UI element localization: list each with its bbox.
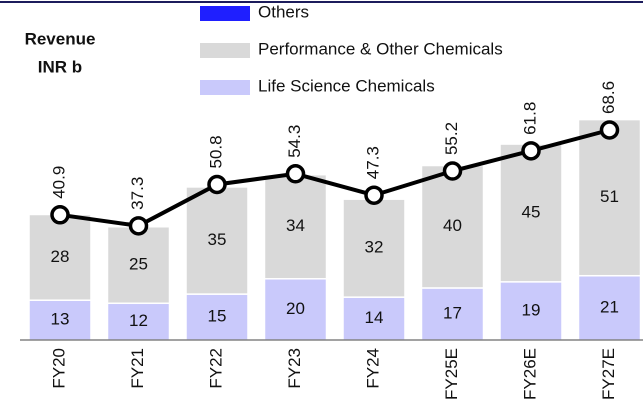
total-marker xyxy=(442,161,463,181)
label-line: INR b xyxy=(38,57,82,76)
total-label: 40.9 xyxy=(49,166,68,199)
x-tick-label: FY26E xyxy=(520,348,539,400)
value-label: 40 xyxy=(443,216,462,235)
total-label: 47.3 xyxy=(363,146,382,179)
value-label: 28 xyxy=(51,247,70,266)
value-label: 19 xyxy=(522,300,541,319)
legend-swatch xyxy=(200,80,250,95)
x-tick-label: FY23 xyxy=(285,348,304,389)
total-label: 55.2 xyxy=(442,122,461,155)
bar-segment xyxy=(185,186,249,295)
bar-segment xyxy=(577,118,642,277)
value-label: 20 xyxy=(286,299,305,318)
bar-segment xyxy=(342,198,406,298)
legend-label: Life Science Chemicals xyxy=(258,76,435,95)
value-label: 17 xyxy=(443,303,462,322)
value-label: 35 xyxy=(208,230,227,249)
total-marker xyxy=(207,174,227,195)
x-tick-label: FY24 xyxy=(363,348,382,389)
legend-swatch xyxy=(200,6,250,21)
bar-segment xyxy=(499,281,563,341)
total-marker xyxy=(285,164,306,184)
bar-segment xyxy=(263,278,328,341)
value-label: 34 xyxy=(286,216,305,235)
total-line xyxy=(59,128,611,228)
total-marker xyxy=(364,185,384,205)
total-marker xyxy=(128,216,149,236)
bar-segment xyxy=(420,287,485,341)
value-label: 51 xyxy=(600,187,619,206)
value-label: 13 xyxy=(51,310,70,329)
bar-segment xyxy=(499,143,563,283)
bar-segment xyxy=(263,173,328,280)
label-line: Revenue xyxy=(25,29,96,48)
x-tick-label: FY20 xyxy=(49,348,68,389)
bar-segment xyxy=(577,274,642,341)
legend-swatch xyxy=(200,43,250,58)
bar-segment xyxy=(28,213,92,301)
bar-segment xyxy=(342,296,406,341)
value-label: 14 xyxy=(365,308,384,327)
bar-segment xyxy=(106,225,171,305)
value-label: 32 xyxy=(365,238,384,257)
x-tick-label: FY25E xyxy=(442,348,461,400)
total-label: 50.8 xyxy=(206,135,225,168)
total-marker xyxy=(599,120,620,140)
value-label: 12 xyxy=(129,311,148,330)
value-label: 25 xyxy=(129,254,148,273)
total-label: 37.3 xyxy=(128,177,147,210)
total-label: 54.3 xyxy=(285,125,304,158)
total-label: 68.6 xyxy=(599,81,618,114)
value-label: 21 xyxy=(600,297,619,316)
x-tick-label: FY22 xyxy=(206,348,225,389)
value-label: 45 xyxy=(522,202,541,221)
x-tick-label: FY27E xyxy=(599,348,618,400)
bar-segment xyxy=(185,293,249,341)
legend-label: Others xyxy=(258,2,309,21)
legend-label: Performance & Other Chemicals xyxy=(258,39,503,58)
total-marker xyxy=(50,205,70,225)
bar-segment xyxy=(420,164,485,289)
total-label: 61.8 xyxy=(520,102,539,135)
x-tick-label: FY21 xyxy=(128,348,147,389)
total-marker xyxy=(521,141,541,161)
value-label: 15 xyxy=(208,307,227,326)
